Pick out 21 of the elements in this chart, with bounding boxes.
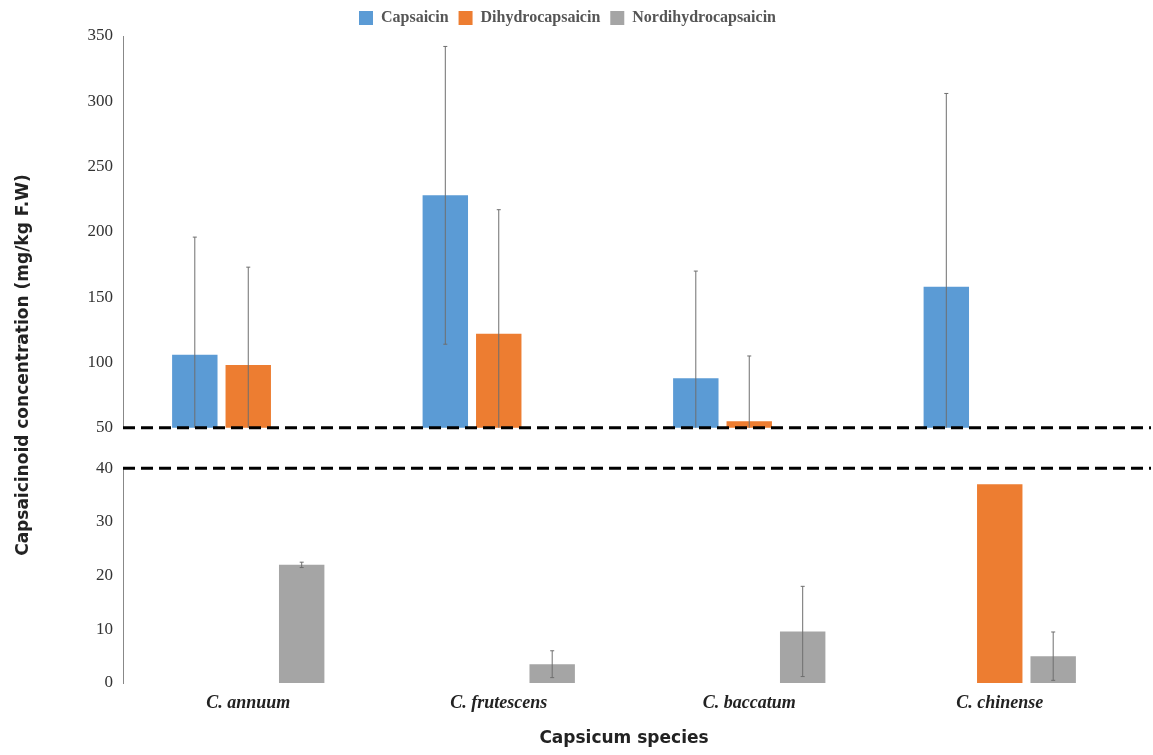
y-tick-label: 30 — [96, 511, 113, 531]
y-tick-label: 100 — [87, 351, 113, 371]
y-tick-label: 250 — [87, 156, 113, 176]
x-axis-title: Capsicum species — [539, 727, 709, 748]
x-tick-label: C. chinense — [956, 692, 1044, 713]
x-tick-label: C. frutescens — [450, 692, 548, 713]
y-tick-label: 300 — [87, 90, 113, 110]
y-tick-label: 20 — [96, 565, 113, 585]
legend-label: Capsaicin — [380, 8, 449, 27]
y-tick-label: 200 — [87, 221, 113, 241]
x-tick-label: C. baccatum — [702, 692, 796, 713]
y-tick-label: 150 — [87, 286, 113, 306]
y-tick-label: 40 — [96, 457, 113, 477]
legend-label: Dihydrocapsaicin — [480, 8, 601, 27]
x-tick-label: C. annuum — [206, 692, 291, 713]
y-axis-title: Capsaicinoid concentration (mg/kg F.W) — [12, 174, 32, 556]
y-tick-label: 50 — [96, 417, 113, 437]
legend-label: Nordihydrocapsaicin — [632, 8, 777, 27]
y-tick-label: 0 — [104, 672, 113, 692]
y-tick-label: 10 — [96, 618, 113, 638]
y-tick-label: 350 — [87, 25, 113, 45]
